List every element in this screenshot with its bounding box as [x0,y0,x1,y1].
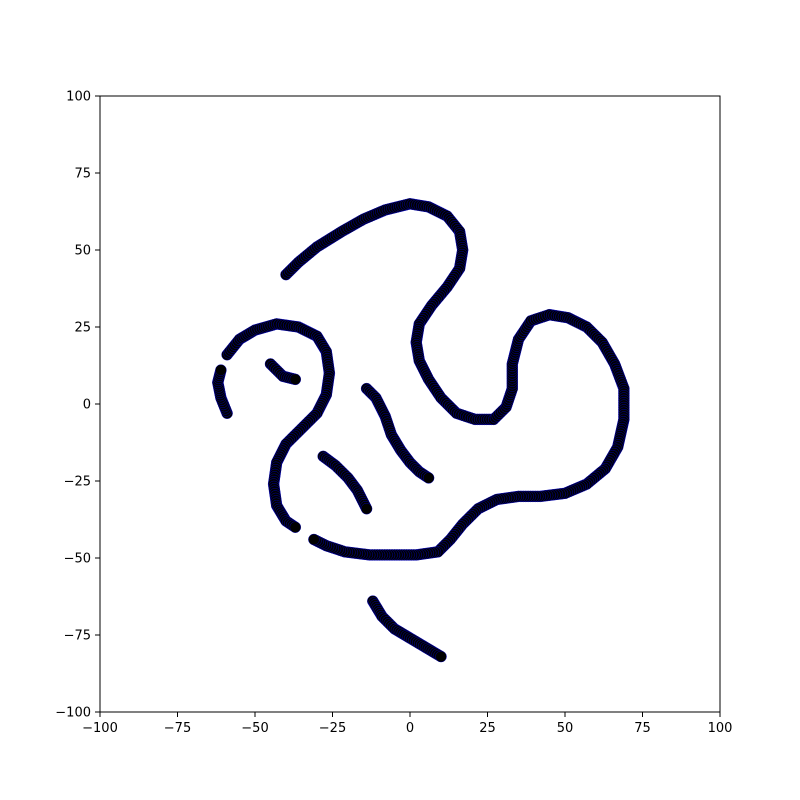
x-tick-label: −100 [82,721,118,736]
x-tick-label: 75 [634,721,651,736]
y-tick-label: −100 [55,706,91,721]
x-tick-label: 0 [406,721,414,736]
y-tick-label: 75 [74,167,91,182]
y-tick-label: −25 [64,475,91,490]
x-tick-label: −75 [164,721,191,736]
x-tick-label: −50 [241,721,268,736]
x-tick-label: 50 [557,721,574,736]
data-point [360,503,373,515]
data-point [289,521,301,533]
data-point [422,472,435,484]
y-tick-label: 100 [66,90,91,105]
x-tick-label: 25 [479,721,496,736]
y-axis: −100 −75 −50 −25 0 25 50 75 100 [55,90,100,721]
y-tick-label: −50 [64,552,91,567]
data-point [435,650,447,663]
y-tick-label: 0 [83,398,91,413]
y-tick-label: −75 [64,629,91,644]
y-tick-label: 25 [74,321,91,336]
data-points [212,198,630,663]
data-point [308,533,320,546]
y-tick-label: 50 [74,244,91,259]
data-point [289,373,301,386]
x-tick-label: −25 [319,721,346,736]
data-point [215,364,227,376]
x-axis: −100 −75 −50 −25 0 25 50 75 100 [82,712,732,736]
x-tick-label: 100 [708,721,733,736]
